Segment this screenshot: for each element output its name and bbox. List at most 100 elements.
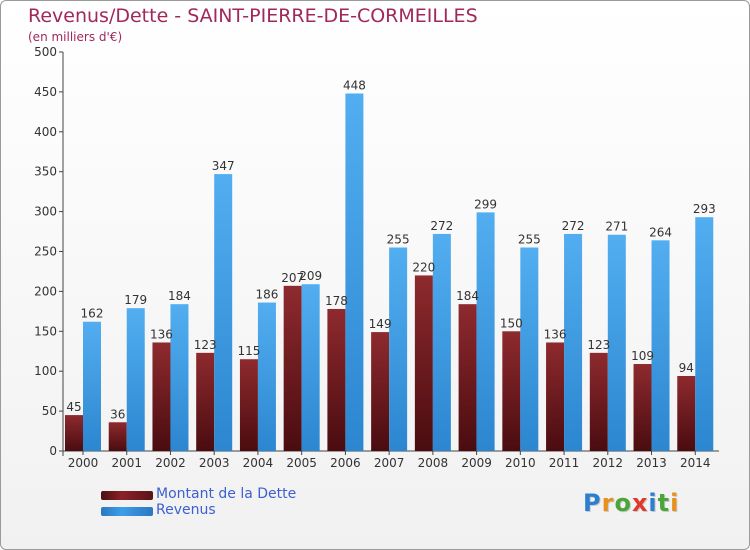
data-label-revenus: 293: [693, 202, 716, 216]
y-tick-label: 450: [34, 85, 57, 99]
y-tick-label: 100: [34, 364, 57, 378]
bar-revenus: [651, 240, 670, 451]
x-tick-label: 2003: [199, 456, 230, 470]
bar-dette: [196, 352, 215, 451]
x-tick-label: 2011: [549, 456, 580, 470]
logo-letter: i: [670, 489, 680, 517]
data-label-dette: 207: [281, 271, 304, 285]
x-tick-label: 2014: [680, 456, 711, 470]
bar-revenus: [301, 284, 320, 451]
bar-revenus: [345, 93, 364, 451]
logo-letter: t: [657, 489, 671, 517]
data-label-revenus: 162: [81, 307, 104, 321]
x-tick-label: 2000: [68, 456, 99, 470]
legend-label-revenus: Revenus: [156, 502, 216, 518]
y-tick-label: 200: [34, 284, 57, 298]
data-label-revenus: 271: [605, 220, 628, 234]
bar-dette: [108, 422, 127, 451]
data-label-revenus: 255: [518, 233, 541, 247]
bar-revenus: [214, 174, 233, 451]
data-label-dette: 150: [500, 316, 523, 330]
bar-dette: [283, 285, 302, 451]
data-label-revenus: 184: [168, 289, 191, 303]
bar-dette: [546, 342, 565, 451]
bar-revenus: [432, 233, 451, 451]
legend-swatch-revenus: [101, 507, 153, 516]
data-label-dette: 109: [631, 349, 654, 363]
x-tick-label: 2010: [505, 456, 536, 470]
data-label-revenus: 209: [299, 269, 322, 283]
data-label-revenus: 255: [387, 233, 410, 247]
bar-revenus: [389, 247, 408, 451]
bar-dette: [327, 308, 346, 451]
bar-dette: [152, 342, 171, 451]
x-tick-label: 2013: [636, 456, 667, 470]
x-tick-label: 2007: [374, 456, 405, 470]
legend-swatch-dette: [101, 491, 153, 500]
logo-letter: P: [583, 489, 602, 517]
bar-dette: [458, 304, 477, 451]
y-tick-label: 50: [42, 404, 57, 418]
bar-dette: [65, 415, 83, 451]
logo-letter: o: [614, 489, 632, 517]
x-tick-label: 2009: [461, 456, 492, 470]
bar-dette: [239, 359, 258, 451]
bar-revenus: [476, 212, 495, 451]
logo-letter: i: [648, 489, 658, 517]
x-tick-label: 2008: [418, 456, 449, 470]
x-tick-label: 2004: [243, 456, 274, 470]
data-label-revenus: 347: [212, 159, 235, 173]
data-label-dette: 115: [237, 344, 260, 358]
bar-revenus: [520, 247, 539, 451]
y-tick-label: 150: [34, 324, 57, 338]
bar-revenus: [564, 233, 583, 451]
data-label-dette: 123: [587, 338, 610, 352]
data-label-dette: 149: [369, 317, 392, 331]
data-label-dette: 136: [544, 327, 567, 341]
y-tick-label: 350: [34, 165, 57, 179]
logo-letter: x: [631, 489, 649, 517]
bar-revenus: [607, 234, 626, 451]
data-label-revenus: 448: [343, 78, 366, 92]
logo-letter: r: [601, 489, 615, 517]
x-tick-label: 2002: [155, 456, 186, 470]
bar-dette: [371, 332, 390, 451]
legend-label-dette: Montant de la Dette: [156, 486, 297, 502]
data-label-dette: 136: [150, 327, 173, 341]
x-tick-label: 2006: [330, 456, 361, 470]
bar-dette: [502, 331, 521, 451]
data-label-revenus: 179: [124, 293, 147, 307]
bar-revenus: [257, 302, 276, 451]
data-label-dette: 220: [412, 260, 435, 274]
data-label-dette: 36: [110, 407, 125, 421]
bar-dette: [414, 275, 433, 451]
data-label-revenus: 264: [649, 225, 672, 239]
bar-revenus: [170, 304, 189, 451]
bar-dette: [677, 375, 696, 451]
data-label-dette: 184: [456, 289, 479, 303]
chart-title: Revenus/Dette - SAINT-PIERRE-DE-CORMEILL…: [28, 5, 478, 27]
x-tick-label: 2005: [286, 456, 317, 470]
data-label-dette: 45: [66, 400, 81, 414]
bar-revenus: [695, 217, 714, 451]
y-tick-label: 250: [34, 245, 57, 259]
bar-dette: [633, 364, 652, 451]
x-tick-label: 2001: [111, 456, 142, 470]
proxiti-logo: Proxiti: [583, 489, 679, 517]
data-label-revenus: 299: [474, 197, 497, 211]
bar-dette: [589, 352, 608, 451]
y-tick-label: 500: [34, 45, 57, 59]
y-tick-label: 0: [49, 444, 57, 458]
x-tick-label: 2012: [593, 456, 624, 470]
data-label-revenus: 272: [430, 219, 453, 233]
data-label-dette: 178: [325, 294, 348, 308]
bar-revenus: [126, 308, 145, 451]
data-label-dette: 123: [194, 338, 217, 352]
chart-subtitle: (en milliers d'€): [28, 30, 123, 44]
data-label-revenus: 272: [562, 219, 585, 233]
data-label-revenus: 186: [255, 288, 278, 302]
y-tick-label: 400: [34, 125, 57, 139]
y-tick-label: 300: [34, 205, 57, 219]
